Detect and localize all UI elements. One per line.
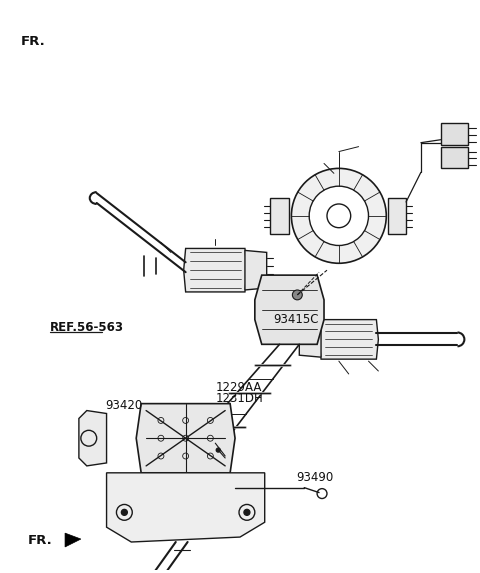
Polygon shape [136,403,235,473]
Polygon shape [79,410,107,466]
Text: REF.56-563: REF.56-563 [50,321,124,334]
Circle shape [216,448,220,452]
Polygon shape [255,275,324,344]
Polygon shape [270,198,289,234]
Text: 1229AA: 1229AA [216,381,262,394]
Polygon shape [319,320,378,359]
Circle shape [291,168,386,263]
Circle shape [121,509,127,515]
Text: 1231DH: 1231DH [216,392,263,405]
Polygon shape [65,533,81,547]
Polygon shape [107,473,264,542]
Text: 93490: 93490 [296,472,333,484]
Polygon shape [184,249,247,292]
Polygon shape [300,321,321,357]
Text: FR.: FR. [21,36,46,48]
Polygon shape [441,147,468,168]
Circle shape [244,509,250,515]
Text: 93420: 93420 [105,399,142,412]
Circle shape [309,186,369,245]
Polygon shape [388,198,406,234]
Polygon shape [245,250,267,290]
Text: FR.: FR. [27,533,52,547]
Text: 93415C: 93415C [273,313,319,326]
Polygon shape [441,123,468,144]
Circle shape [292,290,302,300]
